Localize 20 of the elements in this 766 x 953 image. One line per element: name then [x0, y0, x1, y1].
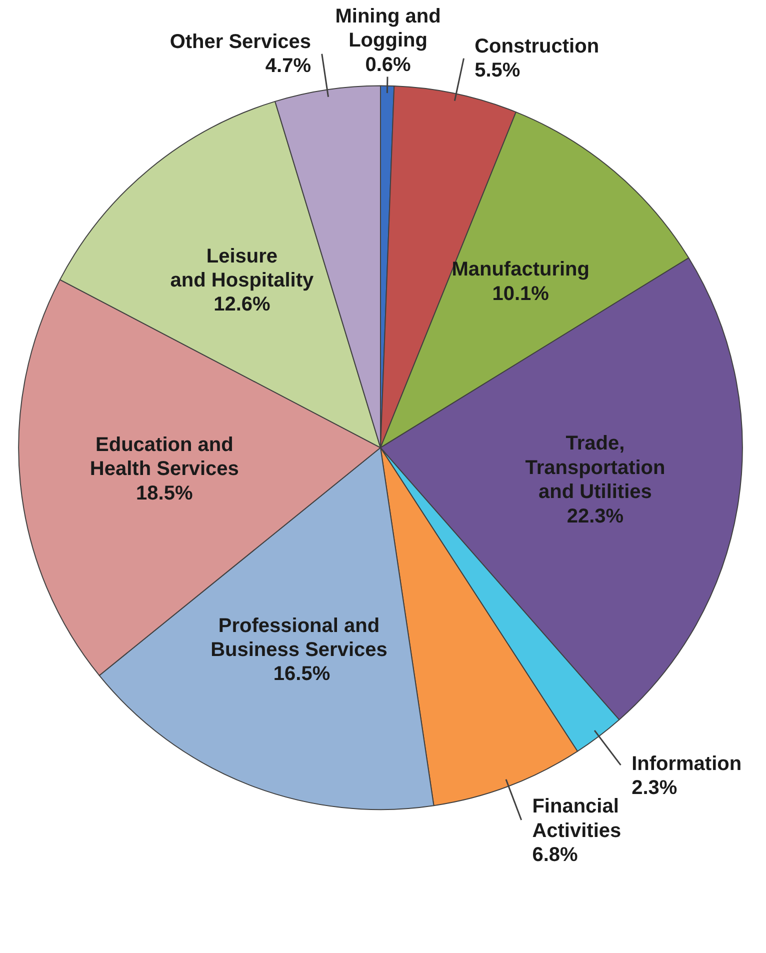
data-label: 4.7%	[265, 55, 312, 78]
slice-label: Information	[632, 752, 742, 775]
slice-label: Leisure and Hospitality	[170, 245, 315, 292]
data-label: 0.6%	[365, 54, 412, 76]
data-label: 5.5%	[474, 59, 520, 82]
data-label: 22.3%	[566, 505, 624, 528]
slice-label: Mining and Logging	[335, 5, 441, 52]
data-label: 16.5%	[273, 663, 330, 686]
data-label: 10.1%	[492, 282, 550, 305]
slice-label: Construction	[474, 35, 600, 58]
slice-label: Manufacturing	[452, 258, 590, 281]
data-label: 6.8%	[532, 844, 578, 866]
data-label: 12.6%	[214, 294, 271, 316]
slice-label: Professional and Business Services	[210, 614, 388, 662]
slice-label: Trade, Transportation and Utilities	[525, 432, 666, 504]
slice-label: Other Services	[170, 30, 312, 53]
data-label: 2.3%	[632, 777, 678, 800]
data-label: 18.5%	[136, 482, 193, 504]
slice-label: Education and Health Services	[90, 434, 239, 480]
slice-label: Financial Activities	[532, 796, 622, 842]
